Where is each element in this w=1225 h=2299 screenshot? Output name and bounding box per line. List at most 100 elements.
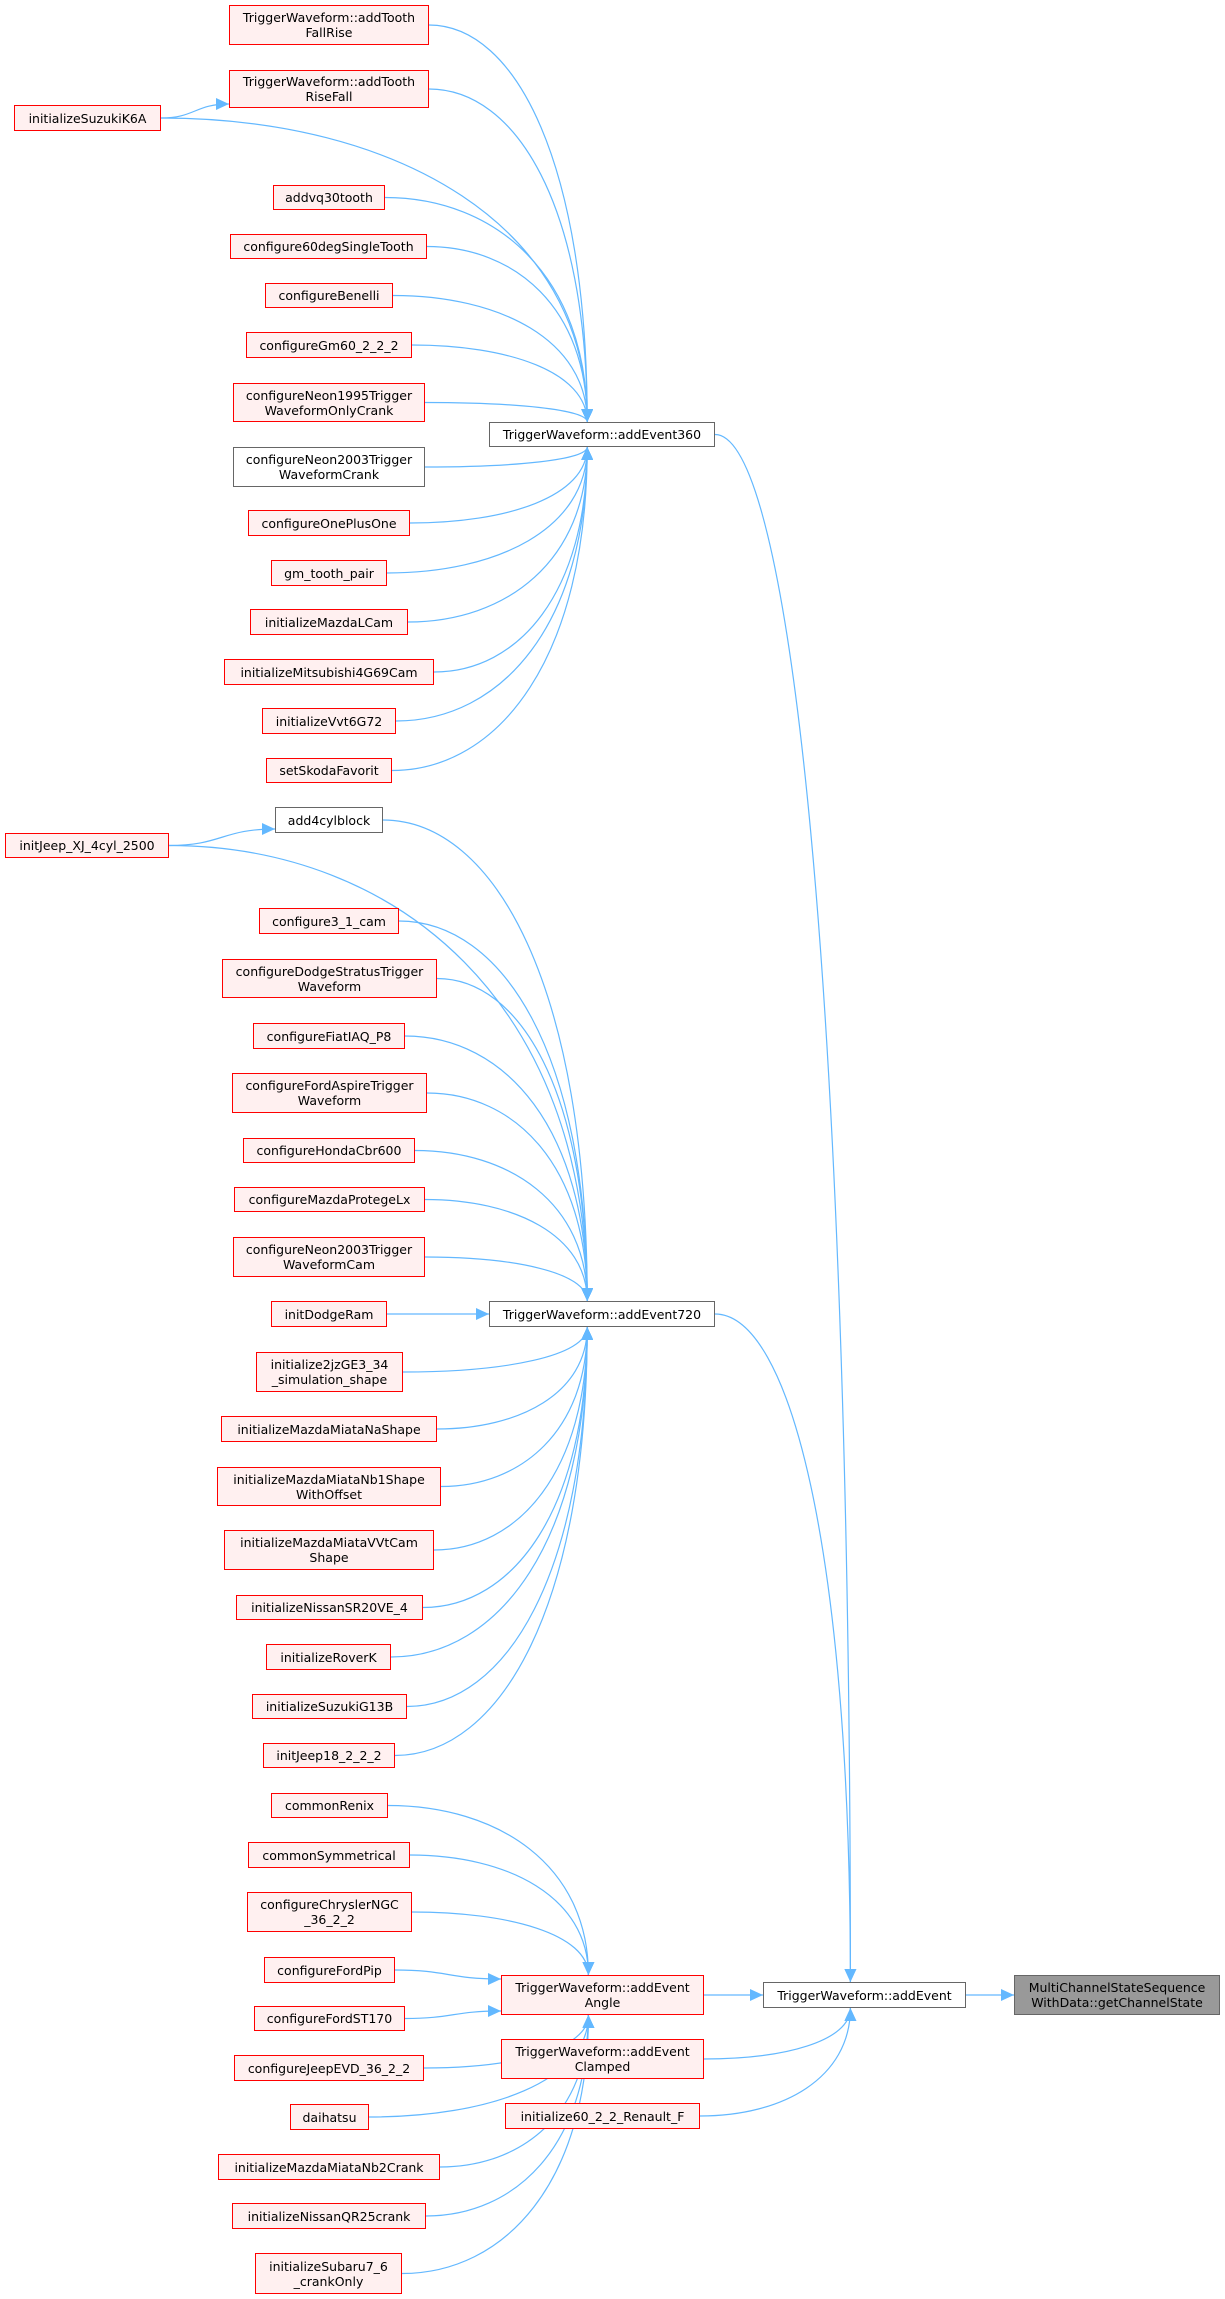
edge-jeepxj-to-add4cyl	[168, 823, 276, 847]
node-addevent[interactable]: TriggerWaveform::addEvent	[763, 1982, 966, 2008]
node-jz[interactable]: initialize2jzGE3_34 _simulation_shape	[256, 1352, 403, 1392]
node-label: Shape	[309, 1550, 349, 1565]
node-addvq30[interactable]: addvq30tooth	[273, 185, 385, 210]
edge-mazdalcam-to-ev360	[407, 446, 594, 623]
node-label: WaveformOnlyCrank	[264, 402, 394, 418]
node-label: TriggerWaveform::addEvent	[515, 2044, 690, 2059]
node-skoda[interactable]: setSkodaFavorit	[266, 758, 392, 783]
node-gm60[interactable]: configureGm60_2_2_2	[246, 332, 412, 358]
node-label: initialize60_2_2_Renault_F	[520, 2108, 685, 2124]
node-fallrise[interactable]: TriggerWaveform::addTooth FallRise	[229, 5, 429, 45]
edge-miatana-to-ev720	[436, 1326, 594, 1430]
node-roverk[interactable]: initializeRoverK	[266, 1644, 391, 1670]
node-jeepevd[interactable]: configureJeepEVD_36_2_2	[234, 2055, 424, 2081]
node-sr20[interactable]: initializeNissanSR20VE_4	[236, 1595, 423, 1620]
edge-renault-to-addevent	[699, 2007, 857, 2117]
node-ev720[interactable]: TriggerWaveform::addEvent720	[489, 1301, 715, 1327]
node-label: configureFordST170	[266, 2011, 393, 2026]
edge-neon1995-to-ev360	[424, 401, 594, 423]
node-label: configureGm60_2_2_2	[259, 337, 399, 353]
node-label: initJeep_XJ_4cyl_2500	[19, 838, 155, 853]
edge-suzukik6a-to-risefall	[160, 98, 230, 119]
edge-g13b-to-ev720	[406, 1326, 594, 1708]
node-jeepxj[interactable]: initJeep_XJ_4cyl_2500	[5, 833, 169, 858]
node-c31cam[interactable]: configure3_1_cam	[259, 908, 399, 934]
edge-gm60-to-ev360	[411, 344, 594, 423]
node-miatana[interactable]: initializeMazdaMiataNaShape	[221, 1416, 437, 1442]
node-honda[interactable]: configureHondaCbr600	[243, 1138, 415, 1163]
node-mazdalcam[interactable]: initializeMazdaLCam	[250, 609, 408, 635]
edge-jeep18-to-ev720	[394, 1326, 594, 1757]
edge-dodgestratus-to-ev720	[436, 977, 594, 1302]
node-dodgestratus[interactable]: configureDodgeStratusTrigger Waveform	[222, 959, 437, 998]
edge-neon2003crank-to-ev360	[424, 446, 594, 468]
node-label: FallRise	[305, 25, 353, 40]
node-ev360[interactable]: TriggerWaveform::addEvent360	[489, 422, 715, 447]
node-label: initDodgeRam	[284, 1306, 374, 1322]
node-chrysler[interactable]: configureChryslerNGC _36_2_2	[247, 1892, 412, 1932]
node-subaru[interactable]: initializeSubaru7_6 _crankOnly	[255, 2253, 402, 2294]
node-evclamped[interactable]: TriggerWaveform::addEvent Clamped	[501, 2039, 704, 2079]
node-label: configureBenelli	[278, 288, 380, 303]
node-label: configureNeon2003Trigger	[245, 1242, 413, 1257]
node-label: initializeSuzukiK6A	[28, 110, 147, 126]
edge-fordpip-to-evangle	[394, 1969, 502, 1985]
edge-jz-to-ev720	[402, 1326, 594, 1373]
node-fiatiaq[interactable]: configureFiatIAQ_P8	[253, 1023, 405, 1049]
node-neon2003crank[interactable]: configureNeon2003Trigger WaveformCrank	[233, 447, 425, 487]
node-label: _crankOnly	[293, 2273, 364, 2289]
node-daihatsu[interactable]: daihatsu	[290, 2104, 369, 2130]
node-benelli[interactable]: configureBenelli	[265, 283, 393, 308]
node-label: configureFiatIAQ_P8	[266, 1028, 392, 1044]
node-gmtooth[interactable]: gm_tooth_pair	[271, 560, 387, 586]
node-renix[interactable]: commonRenix	[271, 1793, 388, 1818]
node-jeep18[interactable]: initJeep18_2_2_2	[263, 1743, 395, 1768]
node-nb2crank[interactable]: initializeMazdaMiataNb2Crank	[218, 2154, 440, 2180]
node-label: WithData::getChannelState	[1031, 1995, 1203, 2010]
node-label: TriggerWaveform::addEvent360	[502, 427, 702, 442]
node-label: WaveformCrank	[278, 467, 380, 482]
node-renault[interactable]: initialize60_2_2_Renault_F	[505, 2103, 700, 2129]
node-label: initializeNissanQR25crank	[247, 2208, 411, 2224]
edge-skoda-to-ev360	[391, 446, 594, 772]
node-label: initializeRoverK	[280, 1649, 377, 1665]
node-qr25[interactable]: initializeNissanQR25crank	[232, 2203, 426, 2229]
node-vvt6g72[interactable]: initializeVvt6G72	[262, 708, 396, 734]
node-miatavvt[interactable]: initializeMazdaMiataVVtCam Shape	[224, 1530, 434, 1570]
edge-oneplusone-to-ev360	[409, 446, 594, 524]
edge-miatanb1-to-ev720	[440, 1326, 594, 1488]
node-st170[interactable]: configureFordST170	[254, 2006, 405, 2031]
node-label: Angle	[584, 1995, 621, 2010]
node-risefall[interactable]: TriggerWaveform::addTooth RiseFall	[229, 70, 429, 108]
edge-fallrise-to-ev360	[428, 24, 594, 423]
node-oneplusone[interactable]: configureOnePlusOne	[248, 510, 410, 536]
node-suzukik6a[interactable]: initializeSuzukiK6A	[14, 105, 161, 131]
node-label: configureNeon2003Trigger	[245, 452, 413, 467]
node-fordpip[interactable]: configureFordPip	[264, 1957, 395, 1983]
node-miatanb1[interactable]: initializeMazdaMiataNb1Shape WithOffset	[217, 1467, 441, 1506]
edge-ev360-to-addevent	[714, 433, 857, 1983]
node-label: Clamped	[574, 2059, 631, 2074]
node-fordaspire[interactable]: configureFordAspireTrigger Waveform	[232, 1073, 427, 1113]
node-evangle[interactable]: TriggerWaveform::addEvent Angle	[501, 1975, 704, 2015]
node-g13b[interactable]: initializeSuzukiG13B	[252, 1694, 407, 1719]
node-label: initializeMazdaMiataNb2Crank	[234, 2159, 424, 2175]
node-symm[interactable]: commonSymmetrical	[248, 1842, 410, 1868]
node-label: configureFordAspireTrigger	[245, 1078, 414, 1093]
edge-vvt6g72-to-ev360	[395, 446, 594, 722]
node-mitsu[interactable]: initializeMitsubishi4G69Cam	[224, 659, 434, 685]
node-add4cyl[interactable]: add4cylblock	[275, 807, 383, 833]
edge-addvq30-to-ev360	[384, 196, 594, 423]
node-dodgeram[interactable]: initDodgeRam	[271, 1301, 387, 1327]
node-label: TriggerWaveform::addEvent720	[502, 1306, 702, 1322]
node-label: commonSymmetrical	[262, 1847, 396, 1863]
node-label: _36_2_2	[304, 1912, 355, 1927]
node-protege[interactable]: configureMazdaProtegeLx	[234, 1187, 425, 1212]
node-neon2003cam[interactable]: configureNeon2003Trigger WaveformCam	[233, 1237, 425, 1277]
edge-roverk-to-ev720	[390, 1326, 594, 1658]
node-label: initializeNissanSR20VE_4	[251, 1600, 408, 1615]
node-neon1995[interactable]: configureNeon1995Trigger WaveformOnlyCran…	[233, 383, 425, 422]
node-c60deg[interactable]: configure60degSingleTooth	[230, 234, 427, 259]
node-label: configureMazdaProtegeLx	[248, 1192, 411, 1207]
node-root[interactable]: MultiChannelStateSequence WithData::getCh…	[1014, 1975, 1220, 2015]
